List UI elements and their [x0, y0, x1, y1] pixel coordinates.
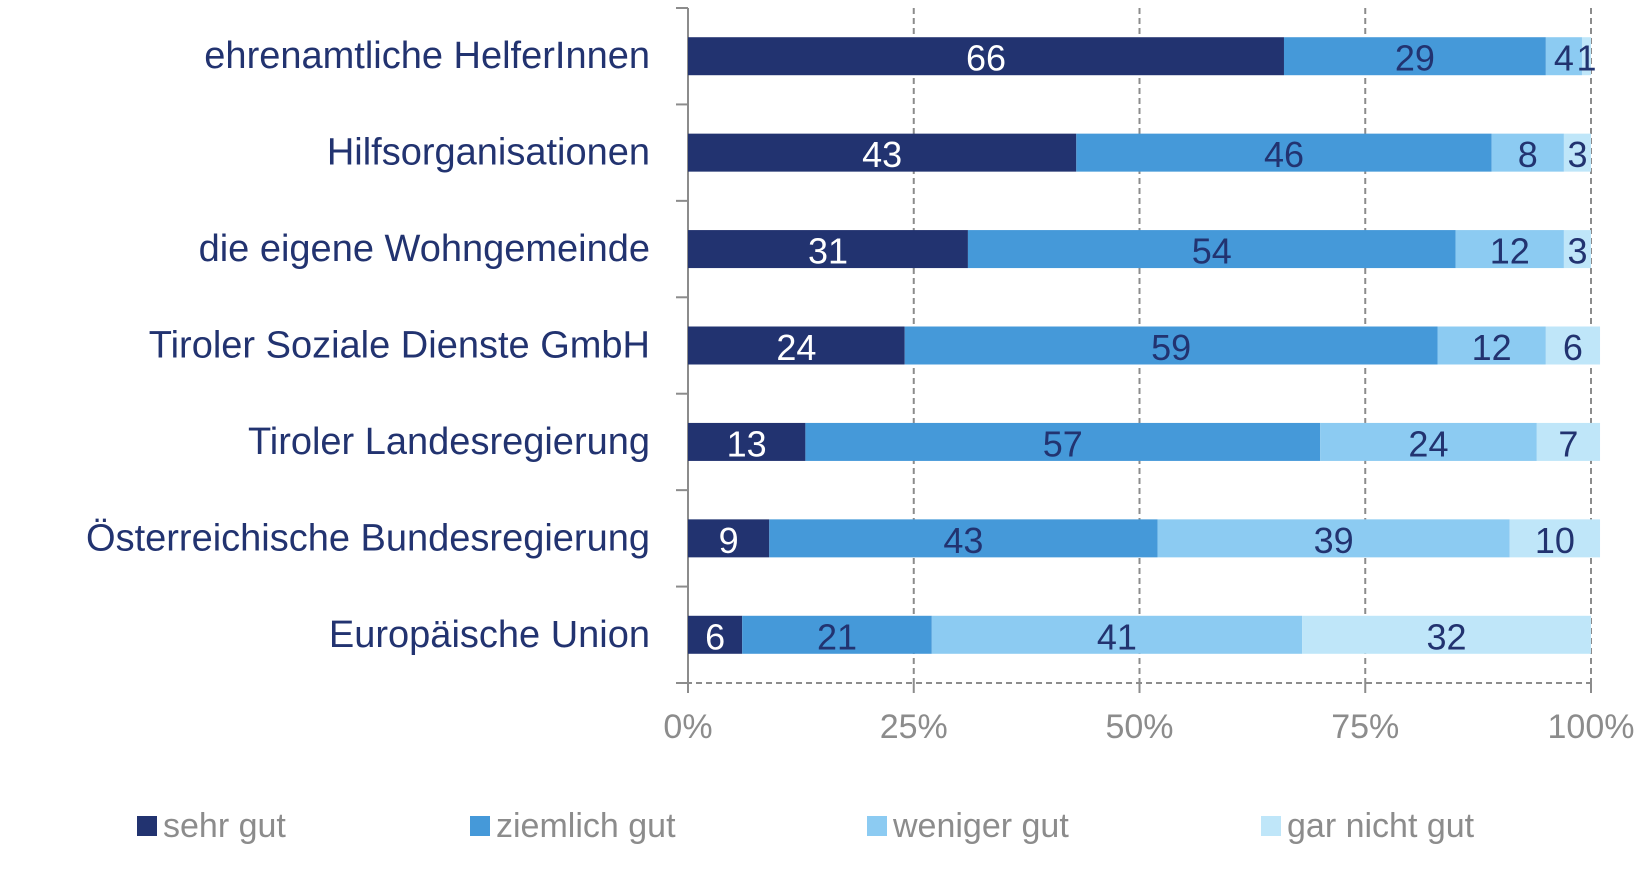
bar-segment — [1563, 230, 1591, 269]
bar-segment — [1545, 326, 1601, 365]
bar-segment — [1283, 37, 1546, 76]
bar-segment — [688, 326, 905, 365]
data-label: 24 — [776, 327, 816, 368]
y-tick-label: Tiroler Landesregierung — [248, 421, 650, 463]
y-tick-label: Europäische Union — [329, 614, 650, 656]
bar-segment — [805, 422, 1321, 461]
data-label: 66 — [966, 38, 1006, 79]
bar-segment — [1545, 37, 1582, 76]
data-label: 8 — [1518, 134, 1538, 175]
data-label: 29 — [1395, 38, 1435, 79]
bar-segment — [904, 326, 1438, 365]
legend-swatch — [1261, 816, 1281, 836]
bar-segment — [1509, 519, 1601, 558]
data-label: 43 — [862, 134, 902, 175]
y-tick-label: die eigene Wohngemeinde — [199, 228, 650, 270]
legend-label: sehr gut — [163, 807, 286, 845]
data-label: 3 — [1567, 134, 1587, 175]
bar-segment — [688, 230, 968, 269]
y-tick-label: ehrenamtliche HelferInnen — [204, 35, 650, 77]
bar-segment — [967, 230, 1456, 269]
data-label: 41 — [1097, 616, 1137, 657]
x-tick-label: 0% — [663, 708, 712, 746]
bar-segment — [1491, 133, 1564, 172]
legend-swatch — [137, 816, 157, 836]
bar-segment — [1455, 230, 1564, 269]
data-label: 46 — [1264, 134, 1304, 175]
data-label: 4 — [1554, 38, 1574, 79]
bar-segment — [1076, 133, 1492, 172]
data-label: 12 — [1472, 327, 1512, 368]
legend-label: gar nicht gut — [1287, 807, 1475, 845]
data-label: 13 — [727, 423, 767, 464]
y-tick-label: Österreichische Bundesregierung — [86, 517, 650, 559]
data-label: 32 — [1426, 616, 1466, 657]
data-label: 3 — [1567, 231, 1587, 272]
bar-segment — [1536, 422, 1601, 461]
bar-segment — [1563, 133, 1591, 172]
data-label: 43 — [943, 520, 983, 561]
data-label: 31 — [808, 231, 848, 272]
data-label: 59 — [1151, 327, 1191, 368]
data-label: 6 — [705, 616, 725, 657]
bar-segment — [1581, 37, 1591, 76]
data-label: 57 — [1043, 423, 1083, 464]
data-label: 10 — [1535, 520, 1575, 561]
data-label: 9 — [719, 520, 739, 561]
legend-label: weniger gut — [892, 807, 1069, 845]
data-label: 21 — [817, 616, 857, 657]
legend-swatch — [867, 816, 887, 836]
bar-segment — [1437, 326, 1546, 365]
data-label: 54 — [1192, 231, 1232, 272]
bar-segment — [742, 615, 932, 654]
bar-segment — [688, 519, 770, 558]
bar-segment — [769, 519, 1158, 558]
legend-label: ziemlich gut — [496, 807, 676, 845]
data-label: 6 — [1563, 327, 1583, 368]
bar-segment — [931, 615, 1303, 654]
bar-segment — [688, 422, 806, 461]
x-tick-label: 75% — [1331, 708, 1399, 746]
legend-swatch — [470, 816, 490, 836]
data-label: 39 — [1314, 520, 1354, 561]
bar-segment — [1320, 422, 1537, 461]
x-tick-label: 25% — [880, 708, 948, 746]
bar-segment — [688, 615, 743, 654]
bar-segment — [1302, 615, 1591, 654]
data-label: 12 — [1490, 231, 1530, 272]
x-tick-label: 100% — [1548, 708, 1635, 746]
x-tick-label: 50% — [1105, 708, 1173, 746]
data-label: 24 — [1408, 423, 1448, 464]
y-tick-label: Hilfsorganisationen — [327, 132, 650, 174]
y-tick-label: Tiroler Soziale Dienste GmbH — [149, 325, 650, 367]
data-label: 7 — [1558, 423, 1578, 464]
bar-segment — [1157, 519, 1510, 558]
data-label: 1 — [1576, 38, 1596, 79]
bar-segment — [688, 37, 1284, 76]
bar-segment — [688, 133, 1077, 172]
